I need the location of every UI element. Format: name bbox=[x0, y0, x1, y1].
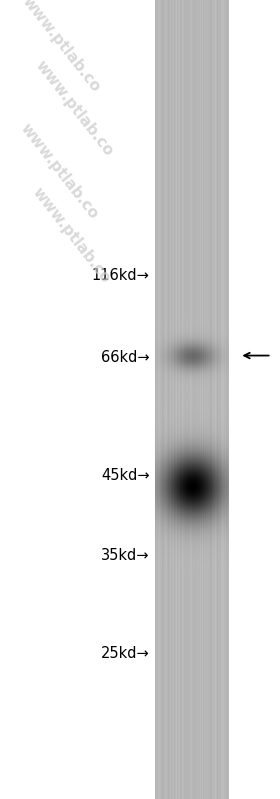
Text: 45kd→: 45kd→ bbox=[101, 468, 150, 483]
Text: 25kd→: 25kd→ bbox=[101, 646, 150, 661]
Text: www.ptlab.co: www.ptlab.co bbox=[17, 121, 101, 222]
Text: 66kd→: 66kd→ bbox=[101, 351, 150, 365]
Text: 116kd→: 116kd→ bbox=[92, 268, 150, 283]
Text: www.ptlab.co: www.ptlab.co bbox=[20, 0, 103, 94]
Text: www.ptlab.co: www.ptlab.co bbox=[32, 58, 116, 158]
Text: 35kd→: 35kd→ bbox=[101, 548, 150, 562]
Text: www.ptlab.co: www.ptlab.co bbox=[30, 185, 113, 286]
